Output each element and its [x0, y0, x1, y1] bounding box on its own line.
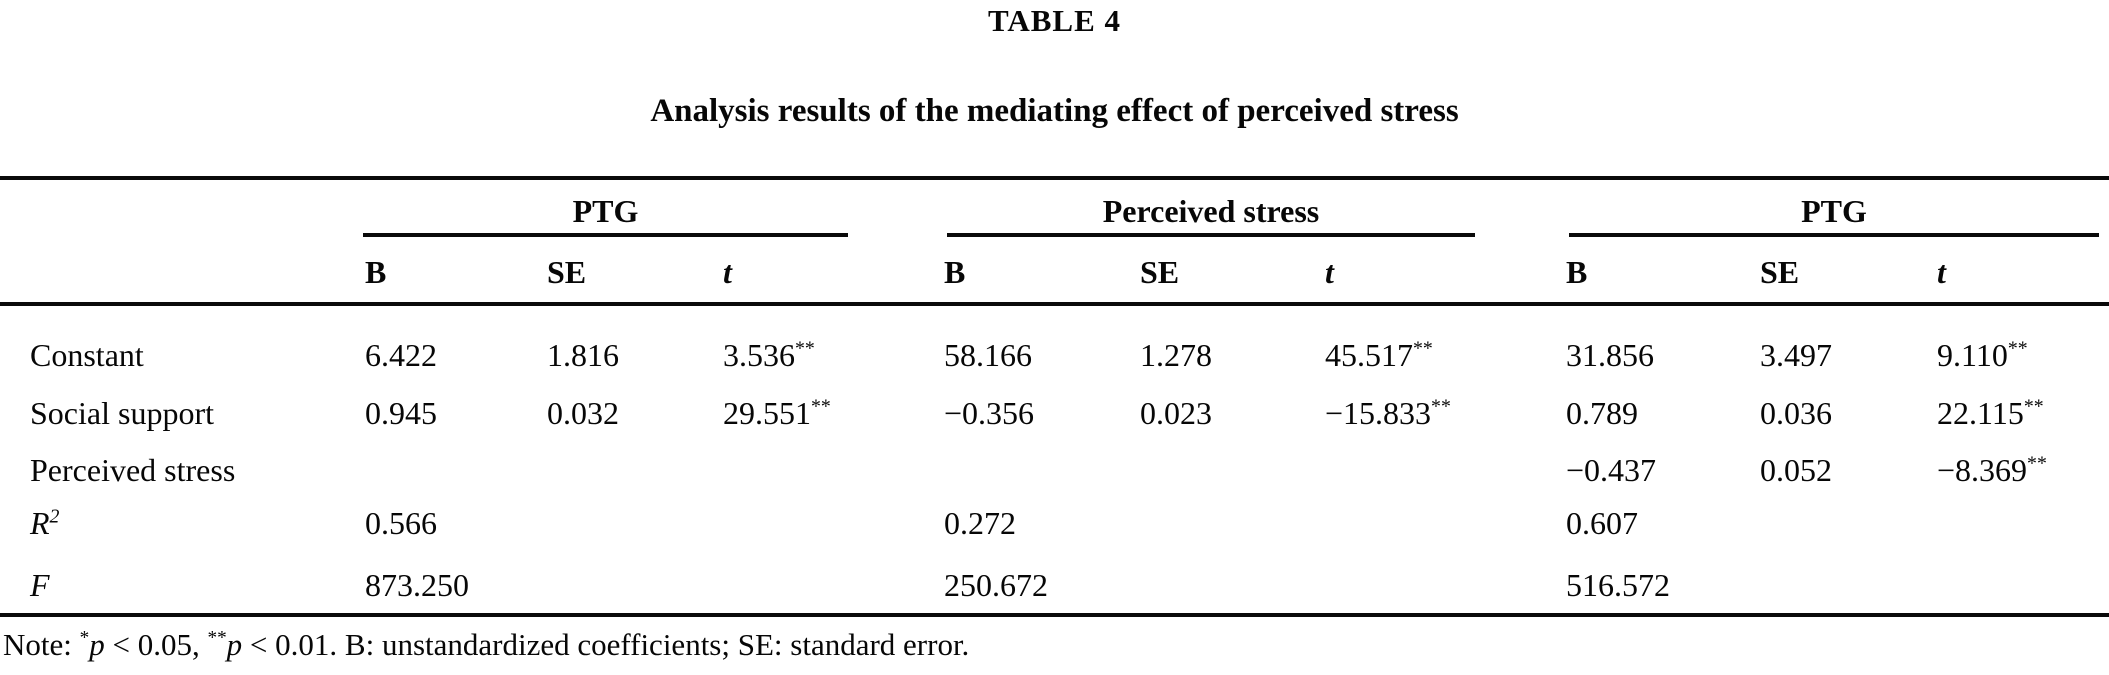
- table-cell: −0.437: [1566, 451, 1657, 488]
- table-top-rule: [0, 176, 2109, 180]
- table-cell: 873.250: [365, 566, 469, 603]
- row-label: R2: [30, 504, 60, 541]
- table-row-f-statistic: F 873.250 250.672 516.572: [0, 556, 2109, 614]
- table-cell: 1.816: [547, 336, 619, 373]
- row-label: Constant: [30, 336, 144, 373]
- table-header-bottom-rule: [0, 302, 2109, 306]
- table-cell: 45.517**: [1325, 336, 1433, 373]
- note-text: < 0.01. B: unstandardized coefficients; …: [242, 627, 970, 662]
- table-row-social-support: Social support 0.945 0.032 29.551** −0.3…: [0, 384, 2109, 442]
- table-row-perceived-stress: Perceived stress −0.437 0.052 −8.369**: [0, 441, 2109, 499]
- column-header-t2: t: [1325, 253, 1334, 290]
- table-cell: 516.572: [1566, 566, 1670, 603]
- table-cell: 0.036: [1760, 394, 1832, 431]
- column-header-se1: SE: [547, 253, 587, 290]
- table-row-constant: Constant 6.422 1.816 3.536** 58.166 1.27…: [0, 326, 2109, 384]
- column-header-row: B SE t B SE t B SE t: [0, 242, 2109, 302]
- column-group-header-ptg-model1: PTG: [363, 189, 848, 237]
- table-bottom-rule: [0, 613, 2109, 617]
- column-header-b3: B: [1566, 253, 1588, 290]
- column-header-t3: t: [1937, 253, 1946, 290]
- column-header-se2: SE: [1140, 253, 1180, 290]
- table-cell: 250.672: [944, 566, 1048, 603]
- column-group-header-perceived-stress: Perceived stress: [947, 189, 1475, 237]
- table-cell: 0.607: [1566, 504, 1638, 541]
- note-p-italic: p: [226, 627, 243, 662]
- column-header-b2: B: [944, 253, 966, 290]
- table-cell: 29.551**: [723, 394, 831, 431]
- note-double-star: **: [207, 627, 227, 649]
- note-p-italic: p: [89, 627, 105, 662]
- row-label: F: [30, 566, 50, 603]
- table-cell: 0.272: [944, 504, 1016, 541]
- table-cell: 6.422: [365, 336, 437, 373]
- row-label: Perceived stress: [30, 451, 236, 488]
- column-header-b1: B: [365, 253, 387, 290]
- note-text: < 0.05,: [104, 627, 208, 662]
- table-cell: 3.536**: [723, 336, 815, 373]
- note-single-star: *: [79, 627, 90, 649]
- table-note: Note: *p < 0.05, **p < 0.01. B: unstanda…: [3, 627, 969, 663]
- note-text: Note:: [3, 627, 80, 662]
- column-header-se3: SE: [1760, 253, 1800, 290]
- table-number-heading: TABLE 4: [987, 3, 1122, 38]
- table-cell: 0.566: [365, 504, 437, 541]
- table-cell: 9.110**: [1937, 336, 2028, 373]
- table-cell: 0.032: [547, 394, 619, 431]
- table-cell: 58.166: [944, 336, 1032, 373]
- table-cell: 3.497: [1760, 336, 1832, 373]
- row-label: Social support: [30, 394, 214, 431]
- table-cell: −0.356: [944, 394, 1035, 431]
- table-cell: −15.833**: [1325, 394, 1451, 431]
- table-cell: 22.115**: [1937, 394, 2044, 431]
- table-cell: 31.856: [1566, 336, 1654, 373]
- table-cell: 1.278: [1140, 336, 1212, 373]
- table-cell: 0.789: [1566, 394, 1638, 431]
- table-row-r-squared: R2 0.566 0.272 0.607: [0, 494, 2109, 552]
- column-group-header-ptg-model3: PTG: [1569, 189, 2099, 237]
- table-cell: 0.023: [1140, 394, 1212, 431]
- table-cell: 0.052: [1760, 451, 1832, 488]
- table-cell: −8.369**: [1937, 451, 2047, 488]
- table-caption: Analysis results of the mediating effect…: [650, 93, 1459, 129]
- column-header-t1: t: [723, 253, 732, 290]
- table-cell: 0.945: [365, 394, 437, 431]
